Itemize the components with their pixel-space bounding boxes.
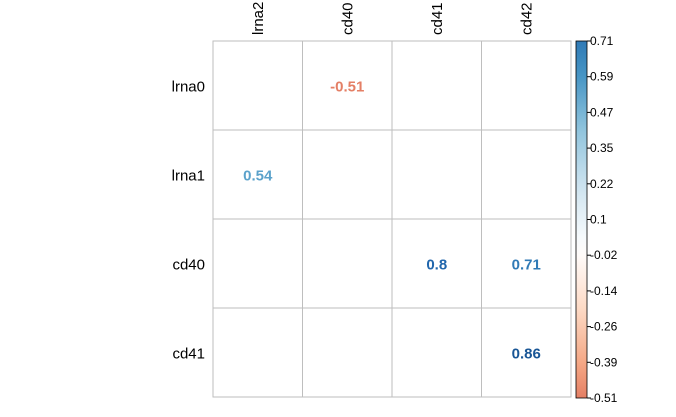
column-label: lrna2 bbox=[250, 2, 267, 35]
cell-value-label: 0.71 bbox=[512, 257, 541, 274]
grid-cell bbox=[391, 129, 482, 220]
row-labels: lrna0 lrna1 cd40 cd41 bbox=[172, 79, 205, 363]
grid-cell bbox=[212, 218, 303, 309]
row-label: lrna0 bbox=[172, 79, 205, 96]
cell-value-label: 0.86 bbox=[512, 346, 541, 363]
column-label: cd42 bbox=[518, 2, 535, 35]
row-label: cd41 bbox=[172, 346, 205, 363]
colorbar-tick-label: 0.22 bbox=[590, 177, 614, 191]
row-label: lrna1 bbox=[172, 168, 205, 185]
grid-cell bbox=[391, 218, 482, 309]
colorbar-tick-label: -0.26 bbox=[590, 320, 618, 334]
grid-cell bbox=[481, 218, 572, 309]
colorbar-tick-label: 0.47 bbox=[590, 105, 614, 119]
colorbar-tick-label: 0.35 bbox=[590, 141, 614, 155]
grid-cell bbox=[212, 40, 303, 131]
colorbar-tick-label: 0.1 bbox=[590, 213, 607, 227]
grid-cell bbox=[481, 307, 572, 398]
column-label: cd40 bbox=[339, 2, 356, 35]
colorbar-tick-label: 0.59 bbox=[590, 70, 614, 84]
grid-cell bbox=[212, 129, 303, 220]
grid-cell bbox=[302, 40, 393, 131]
cell-value-label: 0.54 bbox=[243, 168, 273, 185]
grid-cell bbox=[391, 40, 482, 131]
grid-cell bbox=[481, 129, 572, 220]
grid-cell bbox=[481, 40, 572, 131]
colorbar-gradient bbox=[575, 40, 588, 399]
grid-cell bbox=[302, 307, 393, 398]
colorbar-tick-label: -0.51 bbox=[590, 391, 618, 405]
colorbar-tick-label: -0.02 bbox=[590, 248, 618, 262]
grid-cell bbox=[391, 307, 482, 398]
cell-value-label: -0.51 bbox=[330, 79, 364, 96]
colorbar-tick-label: -0.14 bbox=[590, 284, 618, 298]
column-labels: lrna2 cd40 cd41 cd42 bbox=[250, 2, 536, 35]
colorbar: 0.71 0.59 0.47 0.35 0.22 0.1 -0.02 -0.14 -0.26 -0… bbox=[575, 34, 618, 405]
colorbar-tick-label: 0.71 bbox=[590, 34, 614, 48]
colorbar-tick-label: -0.39 bbox=[590, 355, 618, 369]
row-label: cd40 bbox=[172, 257, 205, 274]
grid-cell bbox=[302, 218, 393, 309]
grid-cell bbox=[212, 307, 303, 398]
grid-cell bbox=[302, 129, 393, 220]
cell-value-label: 0.8 bbox=[426, 257, 447, 274]
cell-labels: -0.51 0.54 0.8 0.71 0.86 bbox=[243, 79, 541, 363]
column-label: cd41 bbox=[429, 2, 446, 35]
grid bbox=[212, 40, 572, 398]
